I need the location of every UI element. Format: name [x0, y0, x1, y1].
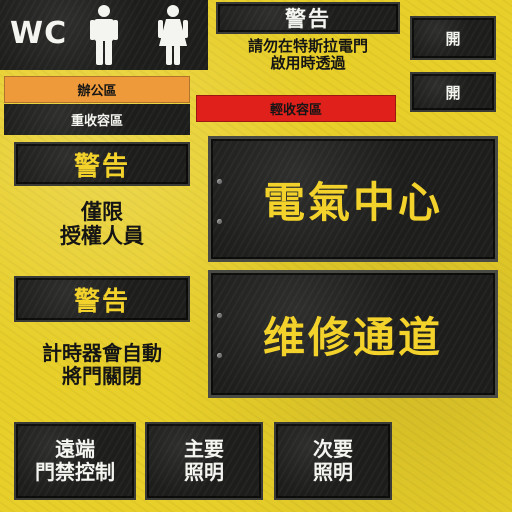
maintenance-sign: 维修通道 — [208, 270, 498, 398]
wc-panel: WC — [0, 0, 208, 70]
open-button-2-label: 開 — [445, 83, 461, 102]
authorized-warning-title-text: 警告 — [73, 151, 130, 182]
open-button-2[interactable]: 開 — [410, 72, 496, 112]
timer-warning-text: 計時器會自動 將門關閉 — [42, 341, 162, 388]
main-light-button[interactable]: 主要 照明 — [145, 422, 263, 500]
male-figure-icon — [90, 5, 118, 65]
heavy-containment-text: 重收容區 — [70, 114, 123, 129]
main-light-label: 主要 照明 — [184, 437, 224, 484]
authorized-warning-title: 警告 — [14, 142, 190, 186]
wc-label: WC — [10, 16, 68, 51]
light-containment-text: 輕收容區 — [269, 103, 322, 118]
light-containment-label: 輕收容區 — [196, 95, 396, 122]
rivet — [217, 179, 222, 184]
heavy-containment-label: 重收容區 — [4, 104, 190, 135]
open-button-1-label: 開 — [445, 29, 461, 48]
remote-door-button[interactable]: 遠端 門禁控制 — [14, 422, 136, 500]
timer-warning-title-text: 警告 — [73, 286, 130, 317]
tesla-warning-title-text: 警告 — [285, 7, 331, 31]
rivet — [217, 313, 222, 318]
tesla-warning-title: 警告 — [216, 2, 400, 34]
timer-warning-title: 警告 — [14, 276, 190, 322]
remote-door-label: 遠端 門禁控制 — [35, 437, 115, 484]
authorized-warning-text: 僅限 授權人員 — [60, 200, 144, 249]
secondary-light-label: 次要 照明 — [313, 437, 353, 484]
secondary-light-button[interactable]: 次要 照明 — [274, 422, 392, 500]
office-zone-label: 辦公區 — [4, 76, 190, 103]
open-button-1[interactable]: 開 — [410, 16, 496, 60]
maintenance-text: 维修通道 — [262, 312, 443, 362]
female-figure-icon — [158, 5, 188, 65]
electric-center-text: 電氣中心 — [262, 177, 443, 227]
rivet — [217, 353, 222, 358]
electric-center-sign: 電氣中心 — [208, 136, 498, 262]
office-zone-text: 辦公區 — [77, 84, 117, 99]
tesla-warning-text: 請勿在特斯拉電門 啟用時透過 — [247, 37, 368, 73]
rivet — [217, 219, 222, 224]
